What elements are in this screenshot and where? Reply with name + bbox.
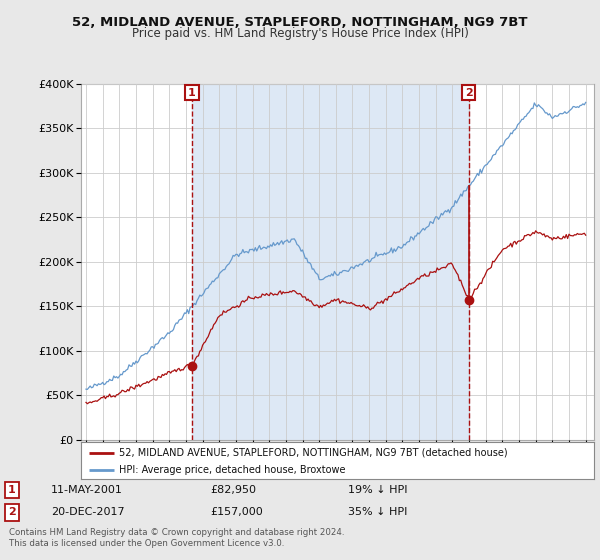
Text: 35% ↓ HPI: 35% ↓ HPI <box>348 507 407 517</box>
Text: 1: 1 <box>8 485 16 495</box>
Text: 52, MIDLAND AVENUE, STAPLEFORD, NOTTINGHAM, NG9 7BT (detached house): 52, MIDLAND AVENUE, STAPLEFORD, NOTTINGH… <box>119 447 508 458</box>
Text: Contains HM Land Registry data © Crown copyright and database right 2024.
This d: Contains HM Land Registry data © Crown c… <box>9 528 344 548</box>
Bar <box>192 84 469 440</box>
Text: 2: 2 <box>8 507 16 517</box>
Text: Price paid vs. HM Land Registry's House Price Index (HPI): Price paid vs. HM Land Registry's House … <box>131 27 469 40</box>
Text: 2: 2 <box>465 87 472 97</box>
Text: 1: 1 <box>188 87 196 97</box>
Text: 19% ↓ HPI: 19% ↓ HPI <box>348 485 407 495</box>
Text: 20-DEC-2017: 20-DEC-2017 <box>51 507 125 517</box>
Text: 11-MAY-2001: 11-MAY-2001 <box>51 485 123 495</box>
Text: £82,950: £82,950 <box>210 485 256 495</box>
Text: £157,000: £157,000 <box>210 507 263 517</box>
Text: HPI: Average price, detached house, Broxtowe: HPI: Average price, detached house, Brox… <box>119 465 346 475</box>
Text: 52, MIDLAND AVENUE, STAPLEFORD, NOTTINGHAM, NG9 7BT: 52, MIDLAND AVENUE, STAPLEFORD, NOTTINGH… <box>72 16 528 29</box>
